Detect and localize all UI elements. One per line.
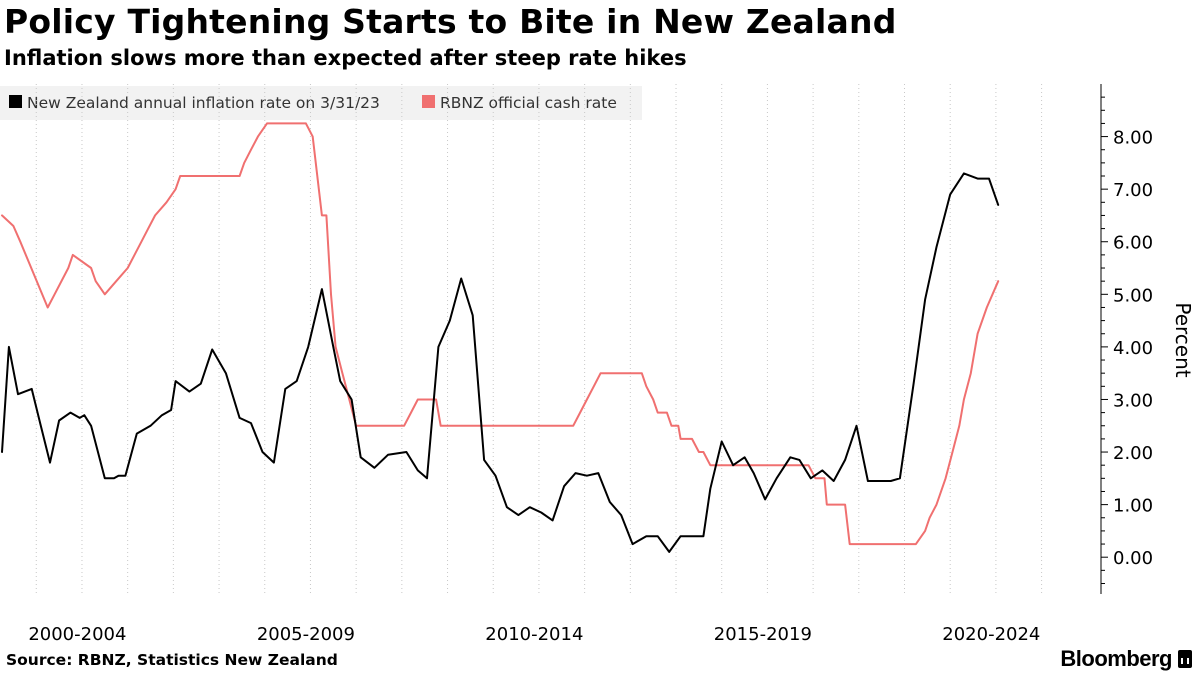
x-tick-label: 2000-2004: [28, 624, 126, 645]
vertical-gridlines: [35, 84, 1043, 594]
y-tick-label: 7.00: [1113, 180, 1153, 201]
series-lines: [1, 122, 1000, 553]
y-tick-label: 6.00: [1113, 233, 1153, 254]
bloomberg-chart-icon: [1178, 650, 1192, 668]
brand-name: Bloomberg: [1060, 646, 1172, 671]
source-note: Source: RBNZ, Statistics New Zealand: [6, 651, 338, 669]
y-tick-label: 8.00: [1113, 128, 1153, 149]
y-tick-label: 4.00: [1113, 338, 1153, 359]
chart-subtitle: Inflation slows more than expected after…: [4, 46, 687, 70]
y-tick-label: 1.00: [1113, 496, 1153, 517]
x-tick-label: 2010-2014: [485, 624, 583, 645]
y-tick-label: 3.00: [1113, 390, 1153, 411]
bloomberg-logo: Bloomberg: [1060, 646, 1192, 672]
legend-background: [0, 86, 642, 120]
x-tick-label: 2015-2019: [714, 624, 812, 645]
legend-label-inflation[interactable]: New Zealand annual inflation rate on 3/3…: [27, 94, 380, 112]
legend-swatch-cash-rate: [422, 95, 435, 108]
legend-swatch-inflation: [9, 95, 22, 108]
inflation-rate-line[interactable]: [1, 172, 1000, 553]
y-tick-label: 5.00: [1113, 285, 1153, 306]
y-tick-label: 0.00: [1113, 548, 1153, 569]
y-axis-title: Percent: [1171, 302, 1195, 377]
legend-label-cash-rate[interactable]: RBNZ official cash rate: [440, 94, 617, 112]
x-tick-label: 2020-2024: [942, 624, 1040, 645]
x-axis: 2000-2004 2005-2009 2010-2014 2015-2019 2020…: [28, 624, 1040, 645]
chart-title: Policy Tightening Starts to Bite in New …: [4, 2, 897, 41]
cash-rate-line[interactable]: [1, 122, 1000, 546]
y-axis: 0.00 1.00 2.00 3.00 4.00 5.00 6.00 7.00 8.00: [1100, 84, 1153, 594]
y-tick-label: 2.00: [1113, 443, 1153, 464]
x-tick-label: 2005-2009: [257, 624, 355, 645]
